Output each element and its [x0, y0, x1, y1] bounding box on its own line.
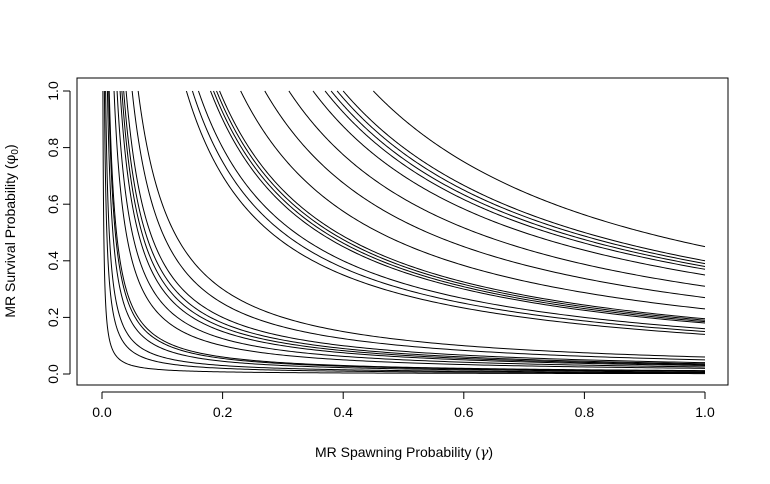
series-line-22 — [240, 90, 706, 310]
series-line-3 — [105, 91, 706, 373]
y-tick-label: 0.2 — [45, 307, 61, 327]
series-line-1 — [102, 90, 706, 375]
x-tick-label: 0.6 — [454, 404, 474, 420]
y-axis-symbol: φ — [3, 154, 19, 164]
series-line-9 — [119, 90, 706, 367]
series-line-16 — [191, 90, 706, 333]
series-line-14 — [137, 90, 706, 358]
series-line-25 — [312, 90, 706, 276]
series-line-10 — [121, 91, 706, 366]
y-tick-label: 0.4 — [45, 251, 61, 271]
series-line-6 — [108, 91, 706, 372]
series-line-4 — [106, 91, 706, 372]
x-axis: 0.0 0.2 0.4 0.6 0.8 1.0 — [92, 391, 715, 420]
y-axis-subscript: 0 — [10, 149, 21, 155]
series-line-7 — [113, 91, 706, 369]
series-line-15 — [185, 90, 706, 335]
series-line-17 — [197, 90, 706, 330]
series-line-27 — [330, 90, 706, 267]
series-line-12 — [125, 90, 706, 364]
y-tick-label: 0.0 — [45, 364, 61, 384]
series-line-18 — [210, 90, 706, 324]
curves-group — [102, 90, 706, 375]
y-axis: 0.0 0.2 0.4 0.6 0.8 1.0 — [45, 81, 71, 384]
series-line-5 — [108, 90, 706, 372]
series-line-23 — [264, 90, 706, 299]
series-line-26 — [324, 90, 706, 270]
series-line-8 — [116, 91, 706, 368]
series-line-2 — [103, 90, 706, 374]
y-axis-label: MR Survival Probability — [2, 173, 18, 318]
series-line-19 — [213, 90, 706, 323]
x-tick-label: 1.0 — [695, 404, 715, 420]
y-axis-title: MR Survival Probability (φ0) — [2, 144, 21, 317]
series-line-29 — [342, 90, 706, 262]
series-line-30 — [372, 90, 706, 248]
x-axis-title: MR Spawning Probability (γ) — [315, 444, 493, 461]
series-line-11 — [123, 91, 706, 365]
x-tick-label: 0.8 — [575, 404, 595, 420]
x-axis-label: MR Spawning Probability — [315, 444, 471, 460]
y-tick-label: 0.6 — [45, 194, 61, 214]
series-line-21 — [219, 90, 706, 320]
plot-frame — [76, 77, 729, 386]
series-line-24 — [288, 90, 706, 287]
x-axis-symbol: γ — [480, 445, 489, 461]
series-line-13 — [131, 90, 706, 361]
x-tick-label: 0.0 — [92, 404, 112, 420]
series-line-28 — [336, 90, 706, 265]
y-tick-label: 0.8 — [45, 138, 61, 158]
x-tick-label: 0.2 — [213, 404, 233, 420]
y-tick-label: 1.0 — [45, 81, 61, 101]
x-tick-label: 0.4 — [333, 404, 353, 420]
series-line-20 — [216, 90, 706, 321]
